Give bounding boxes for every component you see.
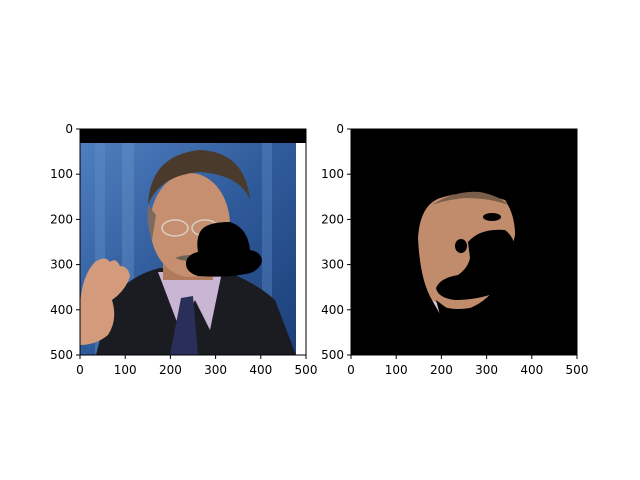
hair-side	[147, 205, 156, 240]
left-y-tick-label: 100	[50, 167, 73, 181]
right-y-tick-label: 0	[336, 122, 344, 136]
left-x-tick-label: 200	[159, 363, 182, 377]
right-axes-frame	[350, 128, 578, 356]
left-image	[80, 129, 306, 355]
glasses-left-lens	[161, 219, 189, 237]
right-y-tick-label: 400	[321, 303, 344, 317]
right-x-tick-label: 500	[566, 363, 589, 377]
left-x-tick-label: 500	[295, 363, 318, 377]
top-black-strip	[80, 129, 306, 143]
left-y-tick-label: 300	[50, 258, 73, 272]
mask-hole-main	[436, 229, 517, 300]
left-y-tick-label: 500	[50, 348, 73, 362]
left-x-tick-label: 100	[114, 363, 137, 377]
backdrop-curtain-1	[95, 143, 105, 355]
left-y-tick-label: 0	[65, 122, 73, 136]
left-y-tick-label: 200	[50, 212, 73, 226]
hand	[80, 258, 130, 345]
suit	[96, 268, 296, 355]
right-y-tick-label: 100	[321, 167, 344, 181]
backdrop-curtain-3	[262, 143, 272, 355]
mask-hole-eye	[483, 213, 501, 221]
mask-hole-small	[455, 239, 467, 253]
hair	[148, 150, 250, 205]
occlusion-mask	[185, 222, 262, 277]
left-y-tick-label: 400	[50, 303, 73, 317]
right-x-tick-label: 400	[520, 363, 543, 377]
right-x-tick-label: 300	[475, 363, 498, 377]
left-x-tick-label: 0	[76, 363, 84, 377]
right-x-tick-label: 100	[385, 363, 408, 377]
right-y-tick-label: 300	[321, 258, 344, 272]
right-y-tick-label: 200	[321, 212, 344, 226]
left-x-tick-label: 300	[204, 363, 227, 377]
segmented-hair	[432, 191, 508, 205]
left-axes-frame	[79, 128, 307, 356]
mask-hole-chin	[436, 300, 452, 315]
right-image	[351, 129, 577, 355]
right-x-tick-label: 200	[430, 363, 453, 377]
right-y-tick-label: 500	[321, 348, 344, 362]
tie	[170, 296, 198, 355]
left-x-tick-label: 400	[249, 363, 272, 377]
right-x-tick-label: 0	[347, 363, 355, 377]
